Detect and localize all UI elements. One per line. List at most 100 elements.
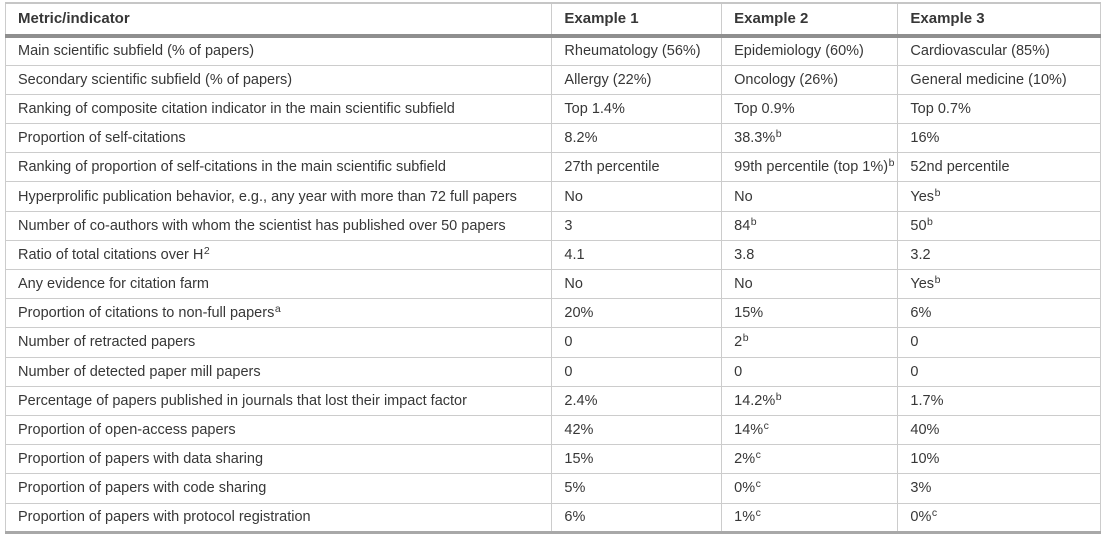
- footnote-marker: 2: [203, 244, 210, 257]
- table-body: Main scientific subfield (% of papers) Rh…: [5, 36, 1101, 533]
- value-cell-example-3: 0: [897, 327, 1101, 358]
- footnote-marker: c: [755, 507, 761, 520]
- value-cell-example-2: 38.3%b: [721, 123, 898, 153]
- value-cell-example-2: 84b: [721, 210, 898, 241]
- value-cell-example-3: 50b: [897, 210, 1101, 241]
- value-cell-example-2: 99th percentile (top 1%)b: [721, 152, 898, 182]
- value-cell-example-3: Top 0.7%: [897, 93, 1101, 124]
- value-cell-example-1: 27th percentile: [551, 152, 722, 182]
- value-cell-example-3: 40%: [897, 414, 1101, 445]
- value-cell-example-2: 14.2%b: [721, 385, 898, 416]
- metrics-table: Metric/indicator Example 1 Example 2 Exa…: [5, 2, 1101, 534]
- value-cell-example-3: 0%c: [897, 502, 1101, 533]
- metric-cell: Any evidence for citation farm: [5, 268, 552, 299]
- value-cell-example-1: 15%: [551, 444, 722, 474]
- value-cell-example-2: 14%c: [721, 414, 898, 445]
- metric-cell: Percentage of papers published in journa…: [5, 385, 552, 416]
- metric-cell: Proportion of papers with code sharing: [5, 473, 552, 503]
- column-header-example-2: Example 2: [721, 3, 898, 38]
- metric-cell: Proportion of open-access papers: [5, 414, 552, 445]
- footnote-marker: b: [775, 390, 782, 403]
- table-row: Secondary scientific subfield (% of pape…: [5, 64, 1101, 95]
- footnote-marker: b: [750, 215, 757, 228]
- column-header-example-1: Example 1: [551, 3, 722, 38]
- value-cell-example-1: No: [551, 181, 722, 212]
- table-row: Number of detected paper mill papers 0 0 0: [5, 356, 1101, 387]
- metric-cell: Proportion of self-citations: [5, 123, 552, 153]
- table-row: Proportion of papers with protocol regis…: [5, 502, 1101, 533]
- metric-cell: Proportion of papers with data sharing: [5, 444, 552, 474]
- footnote-marker: c: [755, 478, 761, 491]
- table-row: Percentage of papers published in journa…: [5, 385, 1101, 416]
- value-cell-example-3: 1.7%: [897, 385, 1101, 416]
- value-cell-example-3: 0: [897, 356, 1101, 387]
- value-cell-example-1: 3: [551, 210, 722, 241]
- table-row: Proportion of self-citations 8.2% 38.3%b 16…: [5, 123, 1101, 153]
- value-cell-example-1: 4.1: [551, 239, 722, 270]
- value-cell-example-2: 15%: [721, 298, 898, 328]
- value-cell-example-3: Cardiovascular (85%): [897, 36, 1101, 66]
- footnote-marker: b: [934, 186, 941, 199]
- table-header: Metric/indicator Example 1 Example 2 Exa…: [5, 3, 1101, 38]
- value-cell-example-2: 2b: [721, 327, 898, 358]
- metric-cell: Hyperprolific publication behavior, e.g.…: [5, 181, 552, 212]
- value-cell-example-3: 3%: [897, 473, 1101, 503]
- value-cell-example-1: 2.4%: [551, 385, 722, 416]
- metric-cell: Ratio of total citations over H2: [5, 239, 552, 270]
- metric-cell: Proportion of papers with protocol regis…: [5, 502, 552, 533]
- footnote-marker: a: [274, 303, 281, 316]
- metric-cell: Number of detected paper mill papers: [5, 356, 552, 387]
- footnote-marker: b: [934, 274, 941, 287]
- metric-cell: Main scientific subfield (% of papers): [18, 43, 255, 60]
- footnote-marker: b: [742, 332, 749, 345]
- value-cell-example-2: Oncology (26%): [721, 64, 898, 95]
- table-row: Proportion of citations to non-full pape…: [5, 298, 1101, 328]
- table-row: Proportion of papers with code sharing 5%…: [5, 473, 1101, 503]
- value-cell-example-1: 20%: [551, 298, 722, 328]
- metric-cell: Ranking of composite citation indicator …: [5, 93, 552, 124]
- value-cell-example-2: No: [721, 181, 898, 212]
- value-cell-example-3: General medicine (10%): [897, 64, 1101, 95]
- metric-cell: Ranking of proportion of self-citations …: [5, 152, 552, 182]
- table-row: Main scientific subfield (% of papers) Rh…: [6, 36, 1101, 66]
- value-cell-example-2: 3.8: [721, 239, 898, 270]
- value-cell-example-1: 0: [551, 327, 722, 358]
- value-cell-example-2: Top 0.9%: [721, 93, 898, 124]
- value-cell-example-2: 2%c: [721, 444, 898, 474]
- value-cell-example-1: 0: [551, 356, 722, 387]
- table-row: Proportion of open-access papers 42% 14%c 4…: [5, 414, 1101, 445]
- value-cell-example-2: 1%c: [721, 502, 898, 533]
- value-cell-example-3: 6%: [897, 298, 1101, 328]
- table-row: Ranking of proportion of self-citations …: [5, 152, 1101, 182]
- footnote-marker: c: [931, 507, 938, 520]
- value-cell-example-1: Rheumatology (56%): [551, 36, 722, 66]
- metric-cell: Secondary scientific subfield (% of pape…: [5, 64, 552, 95]
- value-cell-example-1: 8.2%: [551, 123, 722, 153]
- table-row: Number of retracted papers 0 2b 0: [5, 327, 1101, 358]
- value-cell-example-1: 42%: [551, 414, 722, 445]
- header-row: Metric/indicator Example 1 Example 2 Exa…: [5, 3, 1101, 38]
- value-cell-example-3: 10%: [897, 444, 1101, 474]
- table-row: Proportion of papers with data sharing 15…: [5, 444, 1101, 474]
- footnote-marker: c: [755, 449, 761, 462]
- value-cell-example-1: Allergy (22%): [551, 64, 722, 95]
- value-cell-example-3: Yesb: [897, 268, 1101, 299]
- value-cell-example-3: 3.2: [897, 239, 1101, 270]
- footnote-marker: b: [775, 128, 782, 141]
- metric-cell: Number of retracted papers: [5, 327, 552, 358]
- table-row: Hyperprolific publication behavior, e.g.…: [5, 181, 1101, 212]
- column-header-example-3: Example 3: [897, 3, 1101, 38]
- table-row: Number of co-authors with whom the scien…: [5, 210, 1101, 241]
- value-cell-example-2: Epidemiology (60%): [721, 36, 898, 66]
- table-row: Ranking of composite citation indicator …: [5, 93, 1101, 124]
- value-cell-example-3: Yesb: [897, 181, 1101, 212]
- value-cell-example-1: 5%: [551, 473, 722, 503]
- value-cell-example-3: 16%: [897, 123, 1101, 153]
- footnote-marker: b: [888, 157, 895, 170]
- table-row: Any evidence for citation farm No No Yesb: [5, 268, 1101, 299]
- table-row: Ratio of total citations over H2 4.1 3.8 3.…: [5, 239, 1101, 270]
- metrics-table-container: Metric/indicator Example 1 Example 2 Exa…: [5, 2, 1101, 534]
- metric-cell: Number of co-authors with whom the scien…: [5, 210, 552, 241]
- value-cell-example-2: 0%c: [721, 473, 898, 503]
- value-cell-example-2: 0: [721, 356, 898, 387]
